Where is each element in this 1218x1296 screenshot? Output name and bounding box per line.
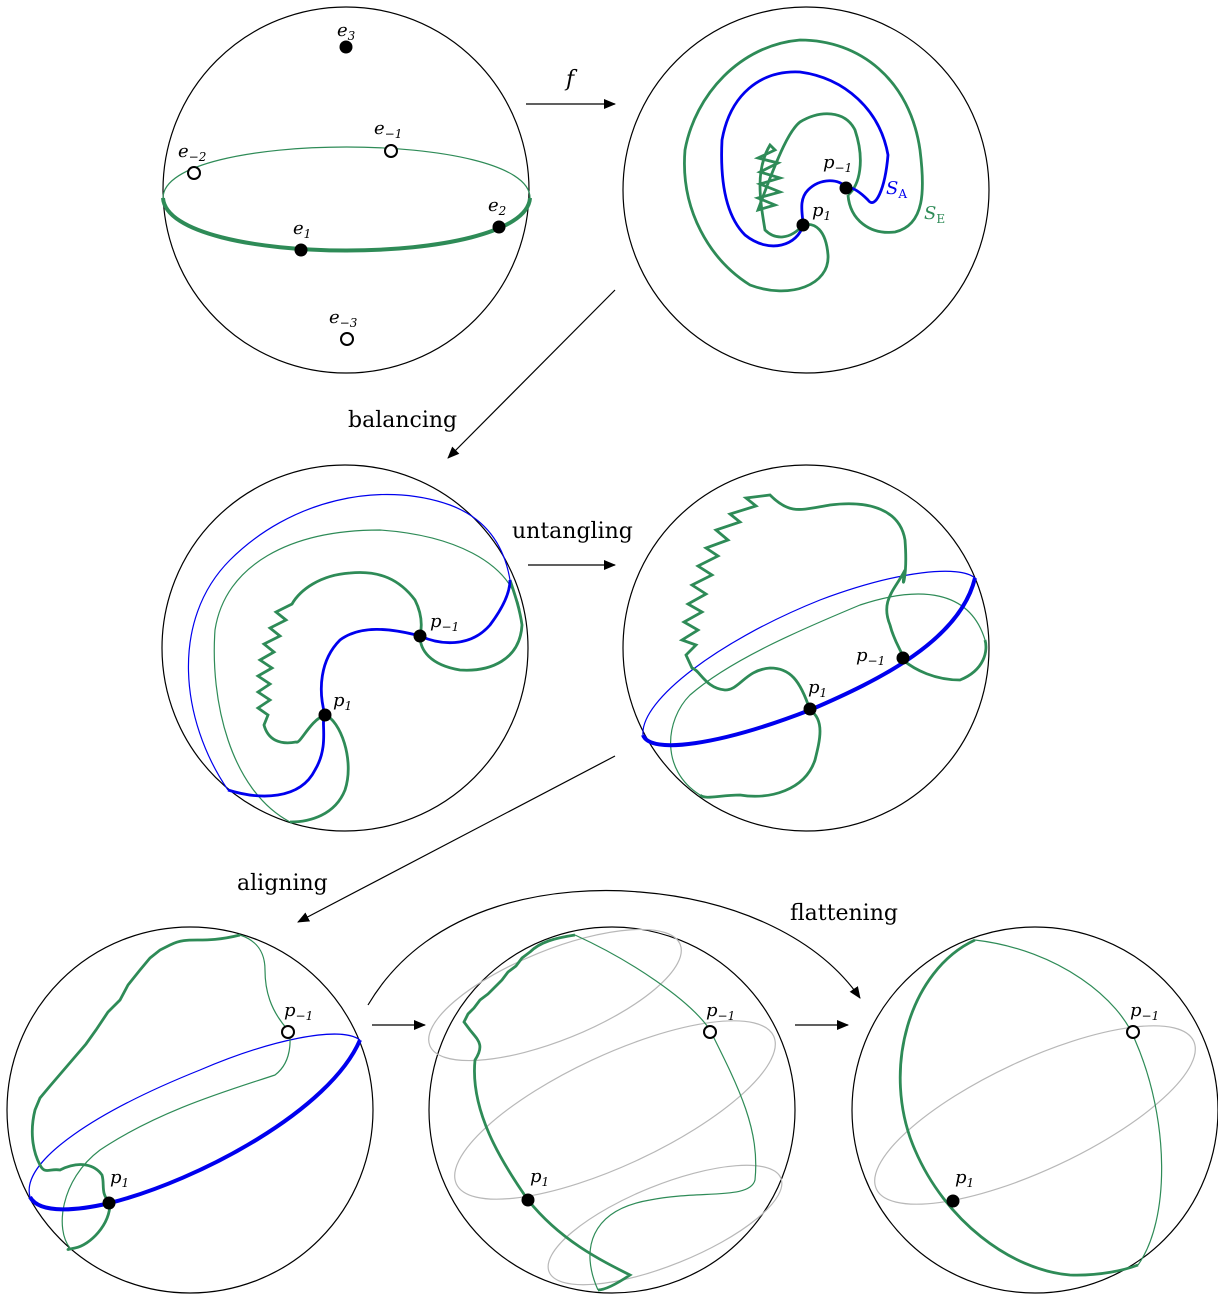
arrow-aligning [297,755,616,923]
equator-back [162,146,531,199]
point-p-1 [413,629,427,643]
label-p-1: p−1 [706,1000,735,1023]
curve-green [898,938,1139,1277]
point-p-1 [281,1025,295,1039]
label-e3: e3 [337,20,356,43]
green-back [974,939,1163,1266]
label-e-1: e−1 [374,118,402,141]
label-p1: p1 [955,1167,974,1190]
gray-ellipse-top [428,928,682,1062]
point-e-1 [384,144,398,158]
panel-3: p−1 p1 [161,464,529,832]
sphere-5 [6,926,374,1294]
curve-green [30,933,241,1251]
point-e3 [339,40,353,54]
point-e-3 [340,332,354,346]
point-p-1 [839,181,853,195]
point-p1 [796,218,810,232]
panel-7: p−1 p1 [851,926,1218,1294]
label-balancing: balancing [348,408,457,433]
label-e-2: e−2 [178,141,206,164]
label-flattening: flattening [790,901,898,926]
point-p1 [803,702,817,716]
label-aligning: aligning [237,871,328,896]
point-p-1 [1126,1025,1140,1039]
point-e2 [492,220,506,234]
sphere-2 [622,6,990,374]
sphere-4 [622,464,990,832]
panel-5: p−1 p1 [6,926,374,1294]
label-p1: p1 [812,200,831,223]
point-p-1 [896,651,910,665]
arrow-flattening [367,889,861,1006]
green-back [670,593,986,796]
point-p1 [946,1194,960,1208]
point-p1 [102,1196,116,1210]
label-p-1: p−1 [856,645,885,668]
point-p1 [521,1193,535,1207]
label-p-1: p−1 [284,1000,313,1023]
curve-S-A [720,70,890,248]
label-e1: e1 [293,218,311,241]
great-circle-front [641,577,977,748]
back-green-arc [213,529,521,823]
panel-6: p−1 p1 [428,926,796,1294]
green-back [574,934,757,1291]
great-circle-back [28,1033,361,1198]
back-blue-arc [187,493,511,791]
point-p1 [318,708,332,722]
label-e2: e2 [488,195,506,218]
equator-front [161,197,532,253]
label-S-E: SE [924,203,945,226]
label-p1: p1 [110,1167,129,1190]
curve-S-E [683,38,924,293]
label-p-1: p−1 [430,611,459,634]
curve-green [255,571,524,824]
green-back [61,934,291,1249]
label-untangling: untangling [512,519,633,544]
panel-2: p−1 p1 SA SE [622,6,990,374]
label-p1: p1 [333,690,352,713]
great-circle-front [28,1039,362,1212]
gray-ellipse-middle [874,1025,1196,1205]
label-e-3: e−3 [329,307,358,330]
panel-1: e3 e−1 e−2 e1 e2 e−3 [161,6,532,374]
gray-ellipse-middle [454,1020,776,1200]
point-e-2 [187,166,201,180]
curve-blue [227,579,512,798]
arrow-balancing [447,289,616,459]
label-S-A: SA [886,178,907,201]
sphere-3 [161,464,529,832]
label-p1: p1 [808,677,827,700]
point-p-1 [703,1025,717,1039]
label-p1: p1 [530,1166,549,1189]
sphere-1 [162,6,530,374]
point-e1 [294,243,308,257]
panel-4: p−1 p1 [622,464,990,832]
label-f: f [564,67,578,92]
sphere-6 [428,926,796,1294]
sphere-7 [851,926,1218,1294]
gray-ellipse-bottom [547,1164,783,1286]
label-p-1: p−1 [1130,1000,1159,1023]
curve-green [462,933,633,1292]
great-circle-back [642,570,976,736]
label-p-1: p−1 [823,152,852,175]
